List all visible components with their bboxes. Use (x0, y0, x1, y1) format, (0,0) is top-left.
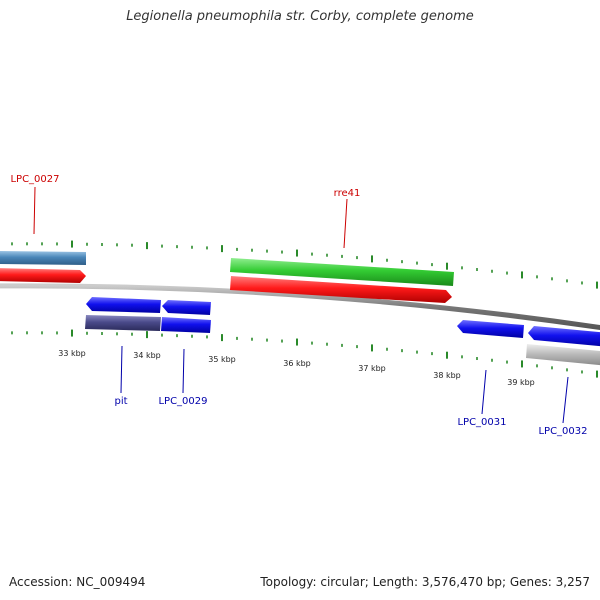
gene-red-center[interactable] (230, 276, 452, 303)
leader-rre41 (343, 198, 348, 249)
label-pit[interactable]: pit (114, 396, 127, 407)
genome-backbone (0, 283, 600, 331)
scale-label-36kbp: 36 kbp (283, 359, 311, 368)
scale-label-34kbp: 34 kbp (133, 351, 161, 360)
scale-ticks-lower (11, 329, 598, 378)
label-lpc-0029[interactable]: LPC_0029 (158, 396, 207, 407)
accession-text: Accession: NC_009494 (9, 575, 146, 589)
scale-labels: 33 kbp 34 kbp 35 kbp 36 kbp 37 kbp 38 kb… (58, 349, 535, 387)
scale-label-39kbp: 39 kbp (507, 378, 535, 387)
gene-lpc-0031-feature[interactable] (457, 320, 524, 338)
scale-label-37kbp: 37 kbp (358, 364, 386, 373)
label-lpc-0032[interactable]: LPC_0032 (538, 426, 587, 437)
map-title: Legionella pneumophila str. Corby, compl… (126, 9, 474, 24)
gene-lpc-0027-feature[interactable] (0, 251, 86, 265)
gene-lpc-0032-feature[interactable] (526, 344, 600, 366)
leader-lpc-0032 (562, 376, 569, 424)
label-lpc-0031[interactable]: LPC_0031 (457, 417, 506, 428)
label-lpc-0027[interactable]: LPC_0027 (10, 174, 59, 185)
gene-blue-2[interactable] (162, 300, 211, 315)
genome-summary-text: Topology: circular; Length: 3,576,470 bp… (260, 575, 590, 589)
gene-lpc-0032-blue[interactable] (528, 326, 600, 347)
leader-lpc-0029 (182, 348, 185, 394)
gene-rre41-feature[interactable] (230, 258, 454, 286)
scale-ticks-upper (11, 240, 598, 289)
scale-label-35kbp: 35 kbp (208, 355, 236, 364)
gene-blue-1[interactable] (86, 297, 161, 313)
leader-lpc-0027 (33, 186, 36, 235)
scale-label-33kbp: 33 kbp (58, 349, 86, 358)
gene-pit-feature[interactable] (85, 315, 161, 331)
gene-red-left[interactable] (0, 268, 86, 283)
scale-label-38kbp: 38 kbp (433, 371, 461, 380)
leader-pit (120, 345, 123, 394)
leader-lpc-0031 (481, 369, 487, 415)
label-rre41[interactable]: rre41 (334, 188, 361, 199)
gene-lpc-0029-feature[interactable] (161, 317, 211, 333)
